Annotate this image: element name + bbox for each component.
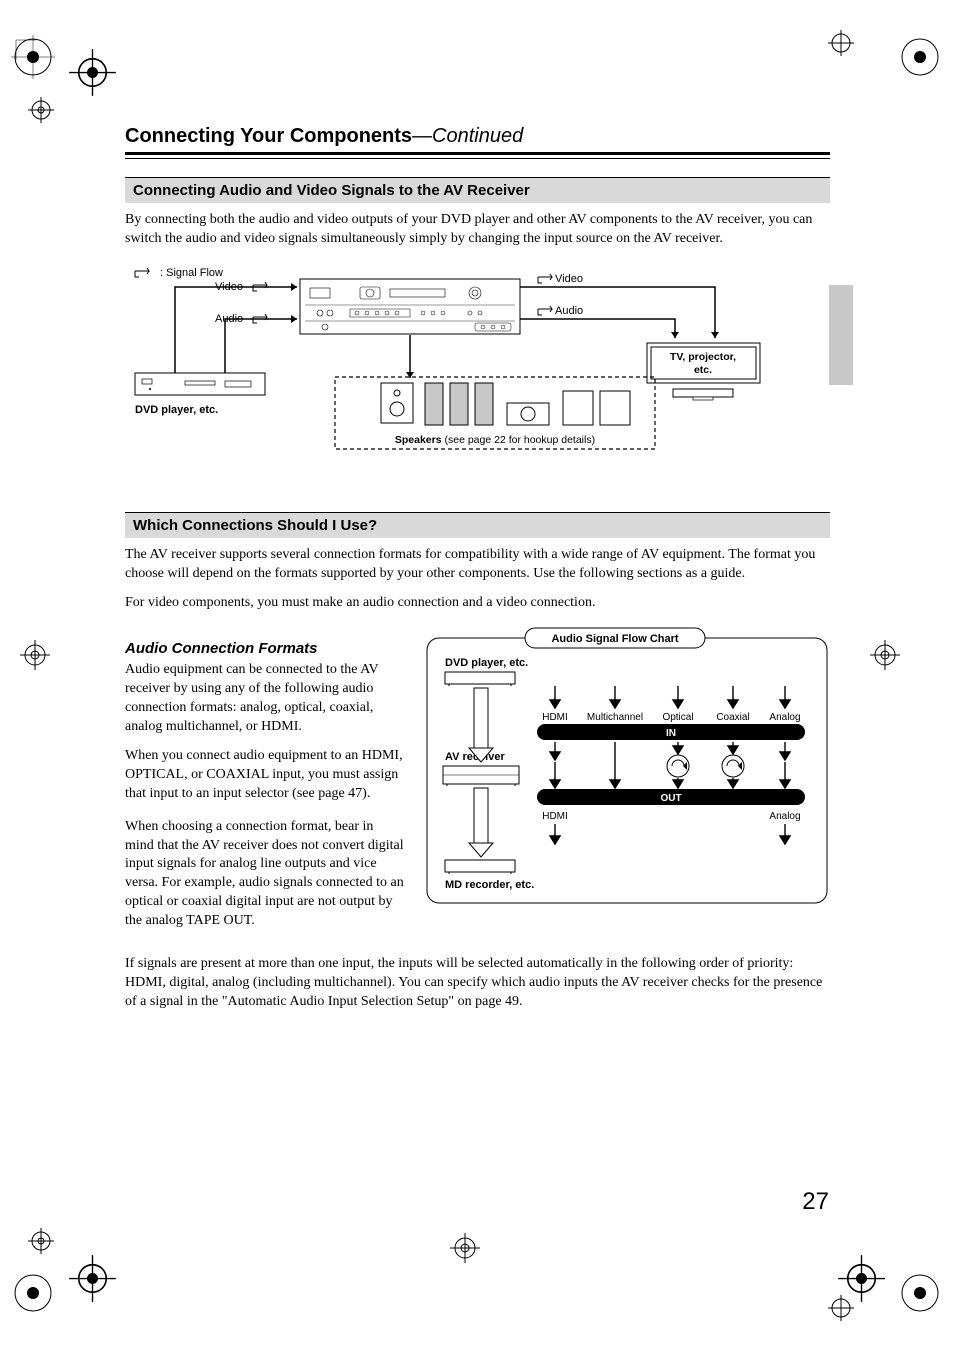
- arrow-icon: [538, 274, 552, 283]
- title-continued: —Continued: [412, 125, 523, 147]
- audio-formats-row: Audio Connection Formats Audio equipment…: [125, 622, 830, 941]
- page: Connecting Your Components—Continued Con…: [0, 0, 954, 1351]
- flowchart-title: Audio Signal Flow Chart: [551, 633, 678, 645]
- col-multi: Multichannel: [587, 712, 643, 723]
- proc-icon-optical: [667, 755, 689, 777]
- proc-icon-coax: [722, 755, 744, 777]
- tv-box: TV, projector, etc.: [647, 343, 760, 383]
- md-icon: [445, 860, 515, 872]
- section1-body: By connecting both the audio and video o…: [125, 211, 830, 249]
- col-optical: Optical: [662, 712, 693, 723]
- crosshair-left-bottom: [28, 1228, 54, 1254]
- section2-body1: The AV receiver supports several connect…: [125, 546, 830, 584]
- arrow-icon: [538, 306, 552, 315]
- col-hdmi: HDMI: [542, 712, 568, 723]
- tv-label-line2: etc.: [694, 364, 712, 376]
- audio-formats-p3: When choosing a connection format, bear …: [125, 818, 405, 931]
- crosshair-right-mid: [870, 640, 900, 670]
- footer-paragraph: If signals are present at more than one …: [125, 955, 830, 1012]
- content-area: Connecting Your Components—Continued Con…: [125, 125, 830, 1022]
- crosshair-left-top: [28, 97, 54, 123]
- connection-diagram: : Signal Flow DVD player, etc. Video Aud…: [125, 263, 830, 463]
- corner-mark-top-right-inner: [828, 30, 854, 56]
- arrows-out: [550, 824, 790, 844]
- page-number: 27: [802, 1188, 829, 1216]
- section2-body2: For video components, you must make an a…: [125, 594, 830, 613]
- audio-formats-heading: Audio Connection Formats: [125, 640, 405, 657]
- audio-formats-p1: Audio equipment can be connected to the …: [125, 661, 405, 737]
- out-hdmi: HDMI: [542, 811, 568, 822]
- tv-label-line1: TV, projector,: [670, 351, 736, 363]
- corner-mark-bottom-right-outer: [893, 1266, 948, 1321]
- flowchart-md-label: MD recorder, etc.: [445, 879, 534, 891]
- out-analog: Analog: [769, 811, 800, 822]
- section-header-2: Which Connections Should I Use?: [125, 512, 830, 538]
- speaker-icons: [381, 383, 630, 425]
- corner-mark-bottom-left-inner: [65, 1251, 120, 1306]
- big-arrow-1: [469, 688, 493, 762]
- corner-mark-top-right-outer: [893, 30, 948, 85]
- col-coax: Coaxial: [716, 712, 749, 723]
- page-title: Connecting Your Components—Continued: [125, 125, 830, 148]
- in-label: IN: [666, 728, 676, 739]
- crosshair-bottom-center: [450, 1233, 480, 1263]
- section-header-1: Connecting Audio and Video Signals to th…: [125, 177, 830, 203]
- corner-mark-bottom-left-outer: [6, 1266, 61, 1321]
- title-rule: [125, 152, 830, 159]
- arrows-in-top: [550, 686, 790, 708]
- flowchart-dvd-label: DVD player, etc.: [445, 657, 528, 669]
- out-label: OUT: [660, 793, 681, 804]
- corner-mark-top-left-inner: [65, 45, 120, 100]
- corner-mark-top-left-outer: [6, 30, 61, 85]
- crosshair-left-mid: [20, 640, 50, 670]
- speakers-caption: Speakers (see page 22 for hookup details…: [395, 434, 595, 446]
- dvd-label: DVD player, etc.: [135, 404, 218, 416]
- audio-formats-p2: When you connect audio equipment to an H…: [125, 747, 405, 804]
- col-analog: Analog: [769, 712, 800, 723]
- audio-flowchart: Audio Signal Flow Chart DVD player, etc.…: [425, 626, 830, 906]
- signal-flow-legend: : Signal Flow: [135, 267, 223, 279]
- tv-icon: [673, 389, 733, 400]
- title-text: Connecting Your Components: [125, 125, 412, 147]
- right-video-label: Video: [555, 273, 583, 285]
- signal-flow-text: : Signal Flow: [160, 267, 223, 279]
- sidebar-tab: [829, 285, 853, 385]
- dvd-player-icon: [135, 373, 265, 395]
- right-audio-label: Audio: [555, 305, 583, 317]
- av-receiver-icon: [300, 279, 520, 334]
- big-arrow-2: [469, 788, 493, 857]
- crosshair-right-bottom: [828, 1295, 854, 1321]
